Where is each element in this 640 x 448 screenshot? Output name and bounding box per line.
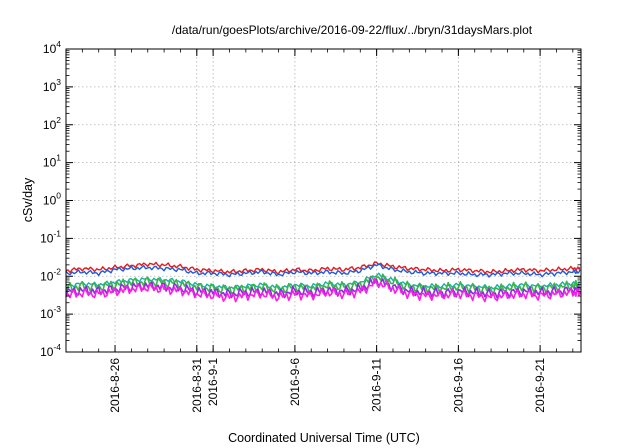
x-tick-label: 2016-9-1 <box>206 358 220 406</box>
series-line <box>65 278 581 303</box>
series-group <box>65 261 581 303</box>
x-tick-label: 2016-9-21 <box>533 358 547 413</box>
y-tick-exponent: -3 <box>53 304 61 314</box>
y-tick-label: 102 <box>43 115 61 132</box>
y-tick-base: 10 <box>43 118 57 132</box>
y-tick-label: 10-3 <box>40 304 61 321</box>
y-tick-label: 10-4 <box>40 342 61 359</box>
series-line <box>65 263 581 278</box>
y-tick-exponent: 0 <box>56 191 61 201</box>
series-line <box>65 273 581 296</box>
x-tick-label: 2016-9-11 <box>370 358 384 412</box>
y-tick-label: 101 <box>43 153 61 170</box>
y-tick-base: 10 <box>40 231 54 245</box>
x-tick-label: 2016-9-6 <box>288 358 302 406</box>
y-tick-base: 10 <box>43 42 57 56</box>
y-tick-label: 10-2 <box>40 266 61 283</box>
x-tick-label: 2016-9-16 <box>451 358 465 413</box>
y-tick-base: 10 <box>40 345 54 359</box>
y-tick-exponent: 3 <box>56 77 61 87</box>
series-line <box>65 261 581 275</box>
y-tick-base: 10 <box>43 80 57 94</box>
y-tick-exponent: 2 <box>56 115 61 125</box>
x-tick-label: 2016-8-31 <box>190 358 204 413</box>
x-axis-label: Coordinated Universal Time (UTC) <box>228 431 420 445</box>
grid <box>66 48 581 353</box>
y-tick-base: 10 <box>43 194 57 208</box>
y-axis-label: cSv/day <box>21 177 35 222</box>
chart-title: /data/run/goesPlots/archive/2016-09-22/f… <box>172 23 533 37</box>
y-tick-exponent: -1 <box>53 228 61 238</box>
y-tick-label: 10-1 <box>40 228 61 245</box>
y-tick-label: 104 <box>43 39 61 56</box>
y-tick-exponent: 4 <box>56 39 61 49</box>
y-tick-base: 10 <box>40 269 54 283</box>
y-tick-base: 10 <box>43 156 57 170</box>
y-tick-exponent: -2 <box>53 266 61 276</box>
x-tick-label: 2016-8-26 <box>108 358 122 413</box>
x-axis: 2016-8-26 2016-8-31 2016-9-1 2016-9-6 2016-9… <box>65 49 574 413</box>
y-tick-exponent: 1 <box>56 153 61 163</box>
y-tick-label: 103 <box>43 77 61 94</box>
y-tick-exponent: -4 <box>53 342 61 352</box>
y-tick-label: 100 <box>43 191 61 208</box>
y-tick-base: 10 <box>40 307 54 321</box>
